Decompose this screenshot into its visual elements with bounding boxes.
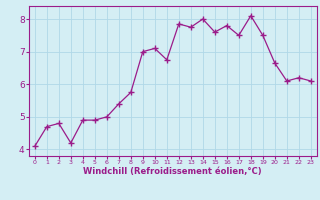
X-axis label: Windchill (Refroidissement éolien,°C): Windchill (Refroidissement éolien,°C) bbox=[84, 167, 262, 176]
